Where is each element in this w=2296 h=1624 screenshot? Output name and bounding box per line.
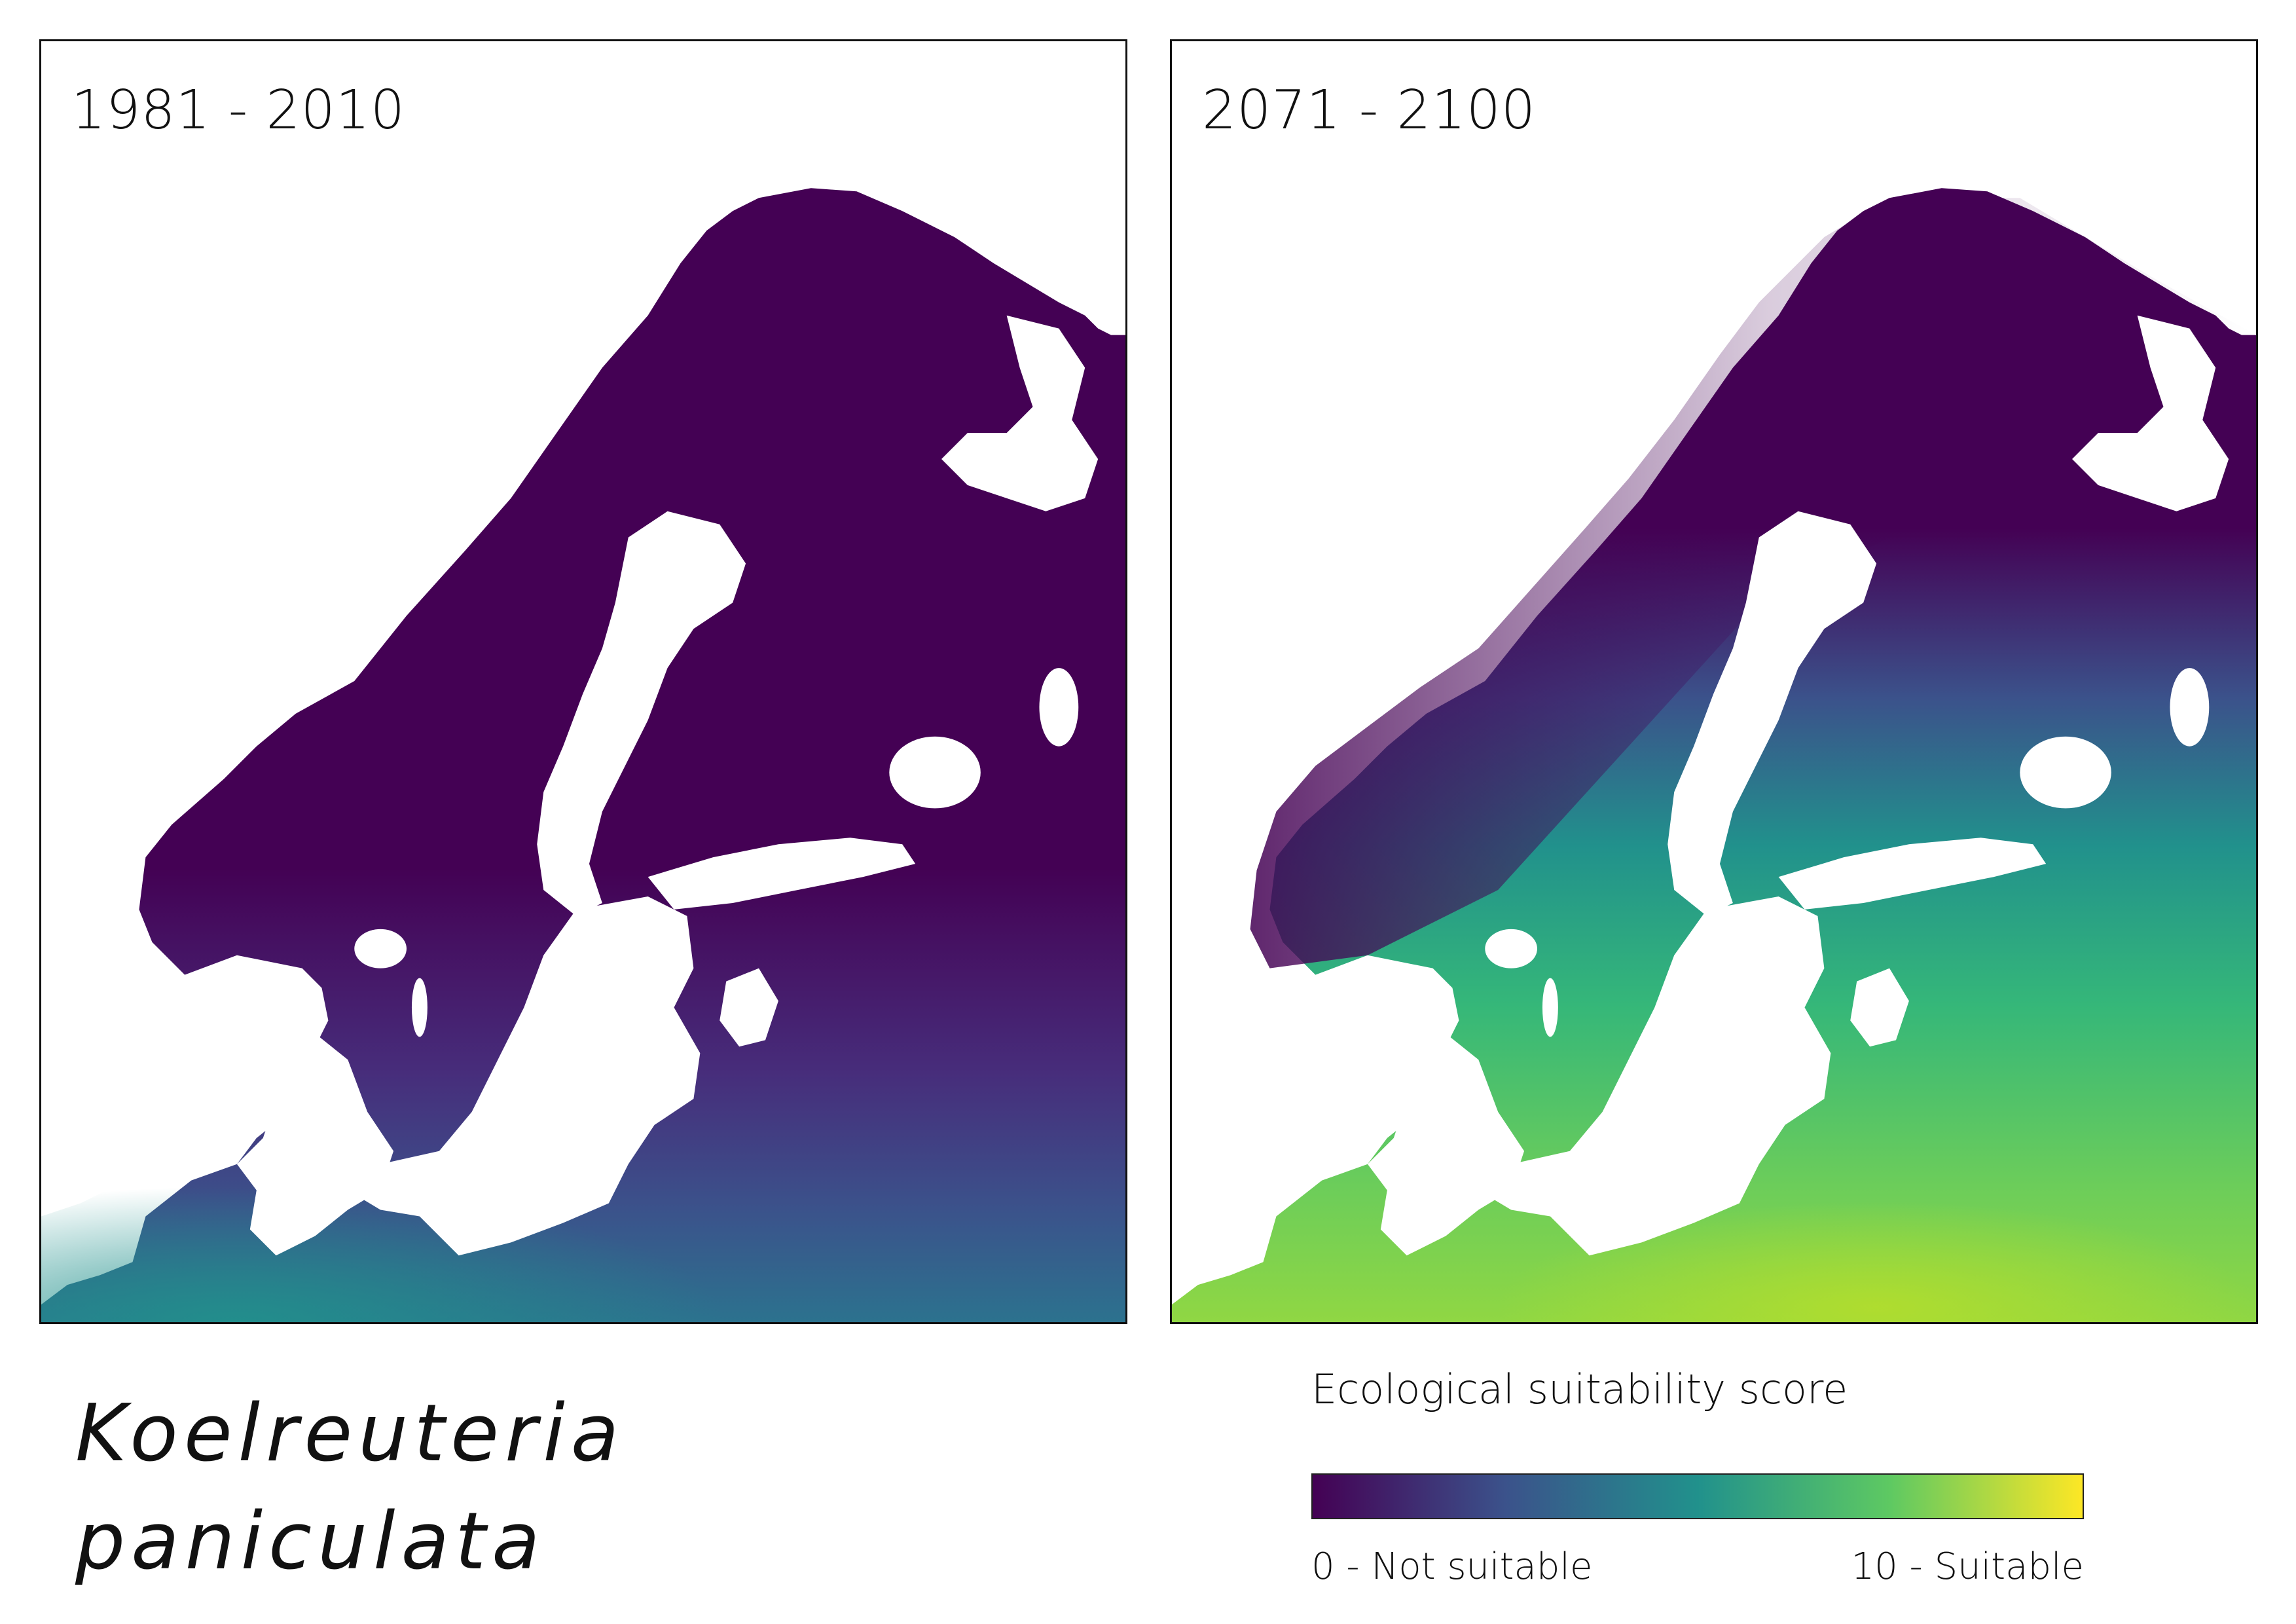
danish-straits (1367, 1033, 1525, 1256)
baltic-sea (1478, 896, 1831, 1256)
suitability-map-1981-2010 (41, 41, 1125, 1322)
lake-ladoga (889, 736, 981, 809)
colorbar (1311, 1473, 2084, 1519)
period-label-left: 1981 - 2010 (71, 79, 406, 141)
lake-vattern (411, 978, 428, 1037)
gulf-of-riga (720, 968, 778, 1047)
white-sea (2072, 315, 2229, 511)
map-panel-1981-2010: 1981 - 2010 (39, 39, 1127, 1324)
period-label-right: 2071 - 2100 (1202, 79, 1537, 141)
lake-ladoga (2020, 736, 2111, 809)
legend-title: Ecological suitability score (1311, 1365, 1848, 1413)
scandes-cold-zone (1172, 198, 2256, 969)
arctic-ocean (928, 41, 1125, 257)
lake-onega (1039, 668, 1079, 747)
baltic-sea (348, 896, 701, 1256)
gulf-of-bothnia (537, 511, 746, 916)
species-name-genus: Koelreuteria (75, 1388, 625, 1479)
legend: Ecological suitability score 0 - Not sui… (1311, 1365, 2084, 1601)
lake-onega (2170, 668, 2210, 747)
gulf-of-finland (1778, 838, 2047, 910)
gulf-of-bothnia (1667, 511, 1877, 916)
white-sea (941, 315, 1099, 511)
suitability-map-2071-2100 (1172, 41, 2256, 1322)
species-name-epithet: paniculata (75, 1496, 546, 1587)
north-sea (1172, 41, 2073, 1217)
map-panel-2071-2100: 2071 - 2100 (1170, 39, 2258, 1324)
gulf-of-riga (1850, 968, 1909, 1047)
danish-straits (236, 1033, 394, 1256)
lake-vanern (354, 929, 407, 969)
arctic-ocean (2059, 41, 2256, 257)
gulf-of-finland (647, 838, 916, 910)
lake-vanern (1485, 929, 1537, 969)
legend-min-label: 0 - Not suitable (1311, 1545, 1593, 1588)
legend-max-label: 10 - Suitable (1851, 1545, 2085, 1588)
north-sea (41, 41, 942, 1217)
lake-vattern (1542, 978, 1558, 1037)
